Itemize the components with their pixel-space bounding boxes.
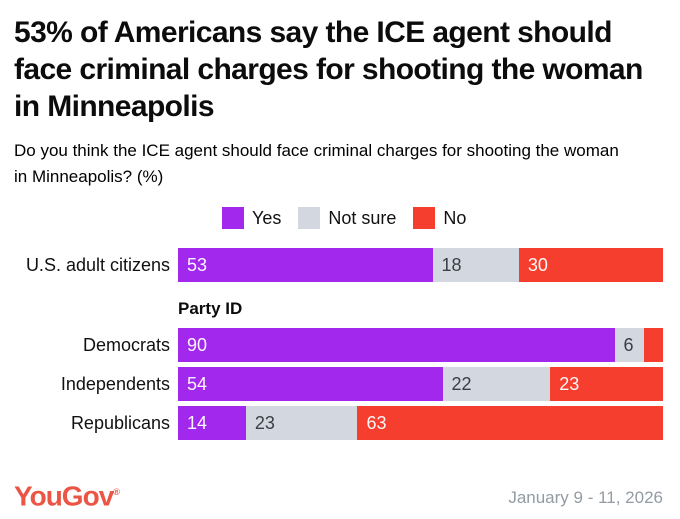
stacked-bar-republicans: 14 23 63 (178, 406, 663, 440)
legend-item-yes: Yes (222, 207, 281, 229)
chart-subtitle: Do you think the ICE agent should face c… (14, 141, 619, 186)
legend-item-not-sure: Not sure (298, 207, 396, 229)
bar-row-democrats: Democrats 90 6 (14, 328, 663, 362)
segment-value: 23 (254, 412, 275, 433)
stacked-bar-u-s-adult-citizens: 53 18 30 (178, 248, 663, 282)
legend-swatch-no (413, 207, 436, 229)
bar-row-u-s-adult-citizens: U.S. adult citizens 53 18 30 (14, 248, 663, 282)
bar-segment-no: 63 (357, 406, 663, 440)
stacked-bar-independents: 54 22 23 (178, 367, 663, 401)
bar-segment-not-sure: 18 (432, 248, 519, 282)
legend-swatch-yes (222, 207, 244, 229)
row-label-independents: Independents (60, 374, 170, 394)
segment-value: 53 (187, 254, 208, 275)
segment-value: 18 (441, 254, 462, 275)
segment-value: 14 (187, 412, 208, 433)
yougov-logo: YouGov® (14, 478, 120, 511)
row-label-republicans: Republicans (70, 413, 170, 433)
legend-label-not-sure: Not sure (328, 207, 397, 228)
fieldwork-dates: January 9 - 11, 2026 (508, 488, 663, 507)
registered-mark: ® (113, 486, 120, 497)
bar-segment-yes: 54 (178, 367, 443, 401)
legend-item-no: No (413, 207, 466, 229)
bar-segment-no: 23 (550, 367, 663, 401)
bar-segment-no: 30 (518, 248, 663, 282)
segment-value: 23 (559, 373, 580, 394)
legend: Yes Not sure No (222, 207, 663, 229)
segment-value: 90 (187, 334, 208, 355)
bar-segment-no (643, 328, 663, 362)
segment-value: 63 (366, 412, 387, 433)
segment-value: 6 (623, 334, 634, 355)
bar-row-republicans: Republicans 14 23 63 (14, 406, 663, 440)
bar-segment-not-sure: 6 (614, 328, 644, 362)
bar-segment-yes: 14 (178, 406, 246, 440)
yougov-logo-text: YouGov (14, 480, 114, 511)
chart-title: 53% of Americans say the ICE agent shoul… (14, 16, 643, 123)
section-header-party-id: Party ID (178, 299, 243, 318)
bar-segment-yes: 53 (178, 248, 433, 282)
legend-label-no: No (443, 207, 467, 228)
row-label-democrats: Democrats (82, 335, 170, 355)
footer: YouGov® January 9 - 11, 2026 (14, 478, 663, 510)
stacked-bar-chart: U.S. adult citizens 53 18 30 Party ID Democra… (14, 248, 663, 440)
bar-segment-not-sure: 23 (245, 406, 358, 440)
bar-segment-yes: 90 (178, 328, 615, 362)
segment-value: 54 (187, 373, 208, 394)
segment-value: 22 (451, 373, 472, 394)
bar-segment-not-sure: 22 (442, 367, 551, 401)
stacked-bar-democrats: 90 6 (178, 328, 663, 362)
legend-swatch-not-sure (298, 207, 321, 229)
bar-row-independents: Independents 54 22 23 (14, 367, 663, 401)
legend-label-yes: Yes (252, 207, 282, 228)
segment-value: 30 (527, 254, 548, 275)
row-label-u-s-adult-citizens: U.S. adult citizens (25, 255, 170, 275)
